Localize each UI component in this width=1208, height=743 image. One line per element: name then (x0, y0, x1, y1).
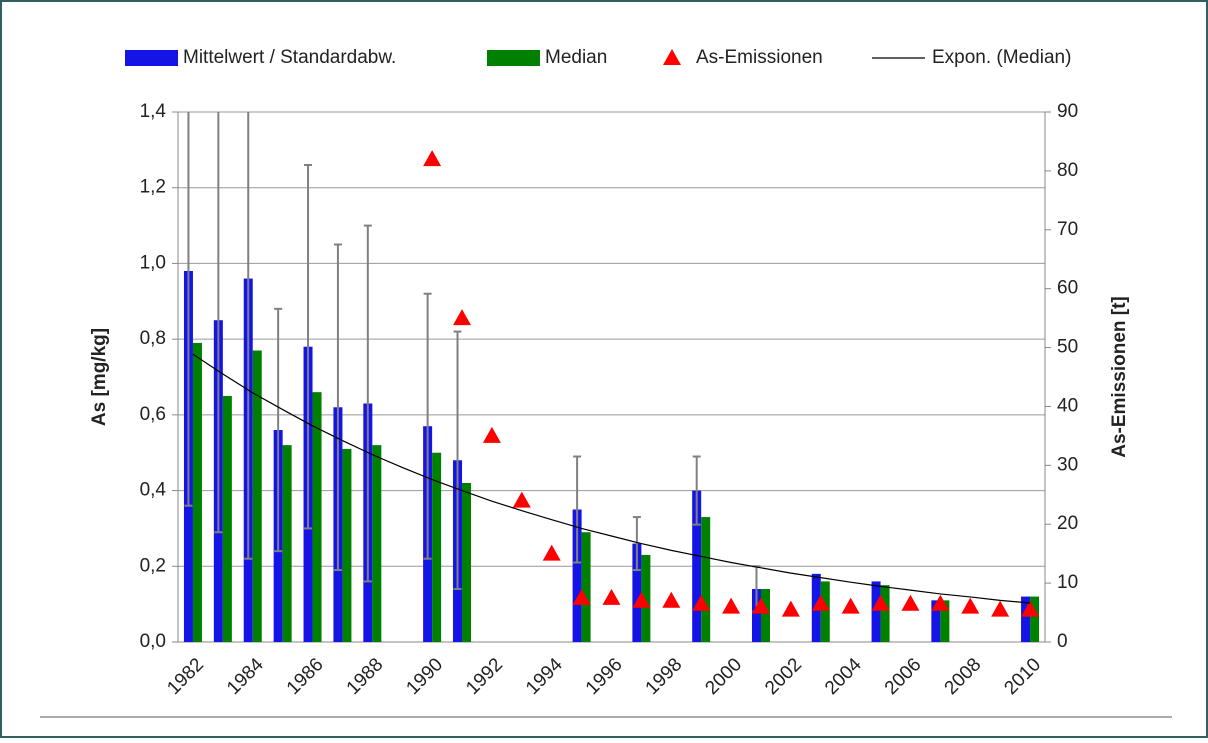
y2-tick-label: 90 (1057, 101, 1078, 122)
marker (602, 588, 621, 605)
plot-area (183, 112, 1040, 642)
marker (662, 591, 681, 608)
bar (701, 517, 711, 642)
y2-tick-label: 80 (1057, 160, 1078, 181)
y2-tick-label: 10 (1057, 572, 1078, 593)
legend-label: Median (545, 47, 607, 68)
legend-swatch (487, 50, 540, 66)
marker (423, 150, 442, 167)
bar (692, 490, 702, 642)
legend-swatch (663, 49, 681, 65)
bar (252, 350, 262, 642)
bar (931, 600, 941, 642)
y-tick-label: 0,2 (140, 555, 166, 576)
marker (811, 594, 830, 611)
bar (581, 532, 591, 642)
marker (751, 597, 770, 614)
marker (931, 594, 950, 611)
y-tick-label: 1,2 (140, 177, 166, 198)
y-tick-label: 0,0 (140, 631, 166, 652)
y2-axis-label: As-Emissionen [t] (1109, 296, 1130, 458)
bar (572, 509, 582, 642)
marker (841, 597, 860, 614)
y2-tick-label: 50 (1057, 337, 1078, 358)
y2-tick-label: 30 (1057, 454, 1078, 475)
y-axis-label: As [mg/kg] (89, 328, 110, 426)
marker (901, 594, 920, 611)
bar (632, 543, 642, 642)
bar (760, 589, 770, 642)
marker (542, 544, 561, 561)
marker (722, 597, 741, 614)
marker (692, 594, 711, 611)
bar (312, 392, 322, 642)
marker (512, 491, 531, 508)
bar (192, 342, 202, 642)
y2-tick-label: 40 (1057, 395, 1078, 416)
bar (432, 452, 442, 642)
legend-label: As-Emissionen (696, 47, 823, 68)
y-tick-label: 1,4 (140, 101, 167, 122)
bar (1030, 596, 1040, 642)
legend-label: Expon. (Median) (932, 47, 1071, 68)
marker (1021, 600, 1040, 617)
marker (991, 600, 1010, 617)
y-tick-label: 1,0 (140, 252, 166, 273)
y2-tick-label: 70 (1057, 219, 1078, 240)
bar (1021, 596, 1031, 642)
marker (572, 588, 591, 605)
y2-tick-label: 60 (1057, 278, 1078, 299)
bar (880, 585, 890, 642)
marker (871, 594, 890, 611)
marker (781, 600, 800, 617)
y-tick-label: 0,8 (140, 328, 166, 349)
bar (372, 445, 382, 642)
legend-swatch (125, 50, 178, 66)
bar (282, 445, 292, 642)
marker (961, 597, 980, 614)
marker (482, 426, 501, 443)
y-tick-label: 0,6 (140, 404, 166, 425)
bar (462, 483, 472, 642)
bar (820, 581, 830, 642)
bar (871, 581, 881, 642)
bar (222, 395, 232, 642)
bar (641, 554, 651, 642)
bar (940, 600, 950, 642)
y2-tick-label: 0 (1057, 631, 1068, 652)
bar (751, 589, 761, 642)
trend-line (192, 353, 1031, 604)
marker (632, 591, 651, 608)
y2-tick-label: 20 (1057, 513, 1078, 534)
marker (453, 309, 472, 326)
legend-label: Mittelwert / Standardabw. (183, 47, 396, 68)
y-tick-label: 0,4 (140, 480, 167, 501)
bar (342, 448, 352, 642)
